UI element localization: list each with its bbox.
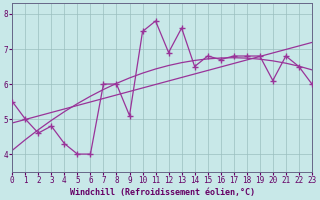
X-axis label: Windchill (Refroidissement éolien,°C): Windchill (Refroidissement éolien,°C): [69, 188, 255, 197]
